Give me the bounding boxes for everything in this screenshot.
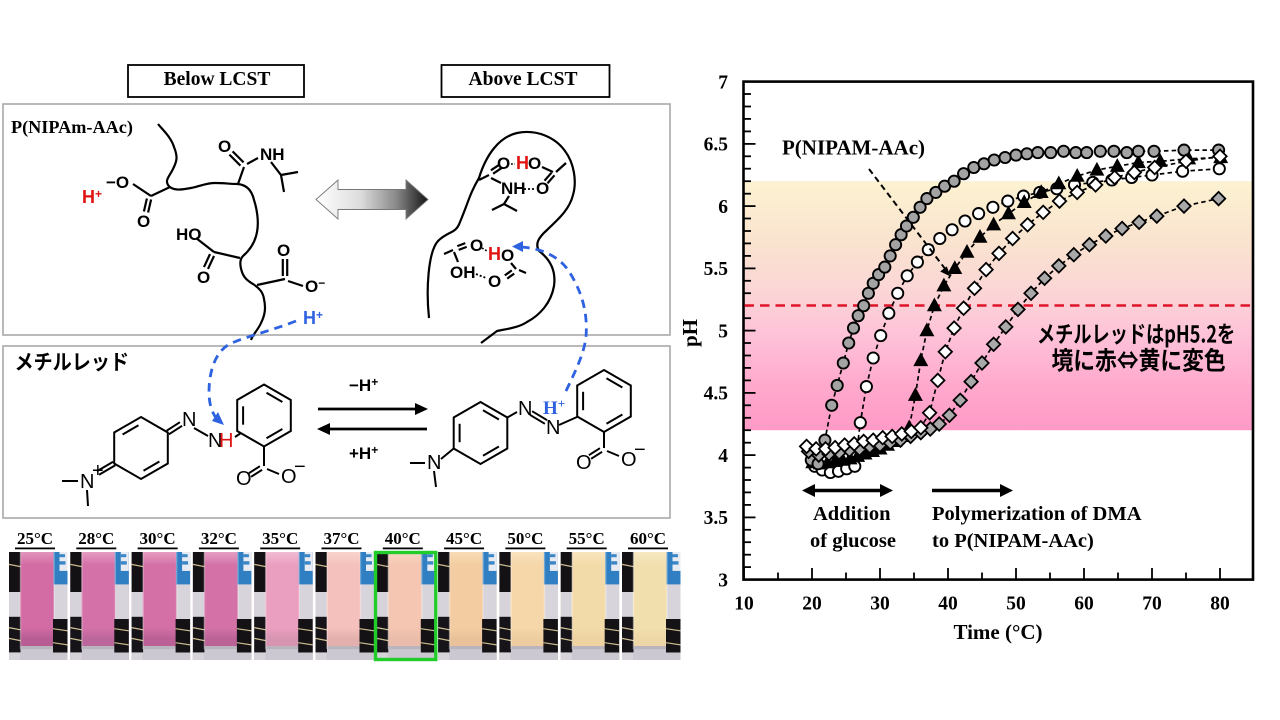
svg-text:N: N [80,471,94,493]
svg-text:H: H [488,244,501,264]
svg-text:70: 70 [1142,594,1162,615]
svg-text:NH: NH [501,179,526,198]
svg-text:N: N [546,417,560,439]
svg-text:O: O [528,154,541,173]
svg-text:H: H [516,153,529,173]
svg-text:N: N [208,430,222,452]
svg-text:Below LCST: Below LCST [164,69,271,90]
svg-text:−H+: −H+ [349,375,378,395]
svg-text:of glucose: of glucose [810,530,896,552]
svg-text:5: 5 [718,321,728,342]
svg-text:O: O [488,272,501,291]
svg-text:pH: pH [678,319,702,347]
svg-text:Above LCST: Above LCST [469,69,578,90]
svg-text:35°C: 35°C [262,529,298,548]
svg-text:7: 7 [718,72,728,93]
svg-text:O: O [621,449,637,471]
svg-text:O: O [197,268,210,287]
svg-text:HO: HO [176,225,202,244]
svg-text:H: H [219,430,233,452]
svg-text:4: 4 [718,446,728,467]
svg-text:25°C: 25°C [17,529,53,548]
svg-text:O: O [501,246,514,265]
svg-text:6.5: 6.5 [704,135,729,156]
svg-text:O: O [236,468,252,490]
svg-text:−: − [634,439,646,461]
svg-text:10: 10 [734,594,754,615]
svg-text:−: − [294,456,306,478]
svg-text:P(NIPAm-AAc): P(NIPAm-AAc) [11,117,133,138]
svg-text:3: 3 [718,570,728,591]
svg-text:50: 50 [1006,594,1026,615]
svg-text:O: O [470,236,483,255]
svg-text:P(NIPAM-AAc): P(NIPAM-AAc) [782,136,925,160]
svg-text:Polymerization of DMA: Polymerization of DMA [932,503,1142,525]
svg-text:Addition: Addition [813,503,891,525]
svg-text:55°C: 55°C [569,529,605,548]
svg-text:5.5: 5.5 [704,259,729,280]
svg-text:to P(NIPAM-AAc): to P(NIPAM-AAc) [932,530,1094,552]
svg-text:60°C: 60°C [630,529,666,548]
svg-text:NH: NH [260,145,285,164]
svg-text:O: O [576,452,592,474]
svg-text:3.5: 3.5 [704,508,729,529]
svg-text:6: 6 [718,197,728,218]
svg-text:30: 30 [870,594,890,615]
svg-text:O: O [218,137,231,156]
svg-text:Time (°C): Time (°C) [953,620,1042,644]
svg-text:O: O [281,466,297,488]
svg-text:20: 20 [802,594,822,615]
svg-text:OH: OH [450,263,476,282]
svg-text:N: N [182,409,196,431]
svg-text:−O: −O [106,173,129,192]
svg-text:O: O [536,179,549,198]
svg-text:40: 40 [938,594,958,615]
svg-text:60: 60 [1074,594,1094,615]
svg-text:30°C: 30°C [140,529,176,548]
svg-text:32°C: 32°C [201,529,237,548]
svg-text:28°C: 28°C [78,529,114,548]
svg-text:N: N [427,452,441,474]
svg-text:N: N [518,398,532,420]
svg-text:40°C: 40°C [385,529,421,548]
svg-text:O: O [277,241,290,260]
svg-text:50°C: 50°C [507,529,543,548]
svg-text:80: 80 [1210,594,1230,615]
svg-text:37°C: 37°C [323,529,359,548]
svg-text:45°C: 45°C [446,529,482,548]
svg-text:+H+: +H+ [349,443,378,463]
svg-text:O: O [137,212,150,231]
svg-text:4.5: 4.5 [704,384,729,405]
